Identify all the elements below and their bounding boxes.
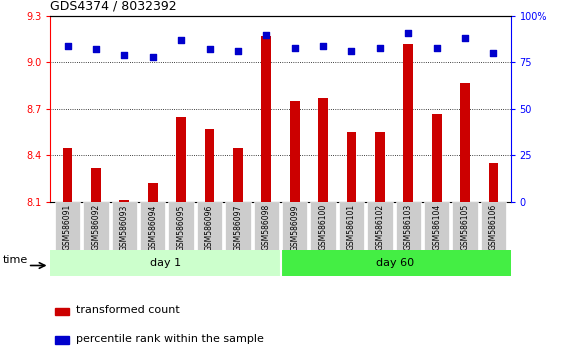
Point — [319, 43, 328, 48]
Text: GSM586095: GSM586095 — [177, 204, 186, 251]
Bar — [176, 116, 186, 202]
Text: GSM586105: GSM586105 — [461, 204, 470, 250]
Point — [432, 45, 441, 50]
Text: GSM586091: GSM586091 — [63, 204, 72, 250]
Text: day 60: day 60 — [376, 258, 415, 268]
Bar — [119, 200, 129, 202]
FancyBboxPatch shape — [310, 202, 336, 250]
Text: GSM586106: GSM586106 — [489, 204, 498, 250]
Text: GSM586093: GSM586093 — [120, 204, 129, 251]
FancyBboxPatch shape — [396, 202, 421, 250]
Text: time: time — [2, 255, 28, 265]
Text: GSM586100: GSM586100 — [319, 204, 328, 250]
Point — [177, 37, 186, 43]
Bar — [233, 148, 243, 202]
Bar — [50, 250, 280, 276]
FancyBboxPatch shape — [225, 202, 251, 250]
FancyBboxPatch shape — [197, 202, 222, 250]
Bar — [318, 98, 328, 202]
FancyBboxPatch shape — [452, 202, 478, 250]
FancyBboxPatch shape — [83, 202, 109, 250]
Bar — [55, 336, 69, 344]
Text: GSM586094: GSM586094 — [148, 204, 157, 251]
Bar — [347, 132, 356, 202]
Text: day 1: day 1 — [150, 258, 181, 268]
Point — [91, 47, 100, 52]
FancyBboxPatch shape — [424, 202, 449, 250]
Text: GSM586102: GSM586102 — [375, 204, 384, 250]
Point — [148, 54, 157, 59]
FancyBboxPatch shape — [112, 202, 137, 250]
Bar — [91, 168, 101, 202]
FancyBboxPatch shape — [339, 202, 364, 250]
Bar — [63, 148, 72, 202]
Point — [120, 52, 129, 58]
Point — [461, 35, 470, 41]
FancyBboxPatch shape — [481, 202, 506, 250]
Text: GSM586099: GSM586099 — [290, 204, 299, 251]
Text: GSM586092: GSM586092 — [91, 204, 100, 250]
Point — [375, 45, 384, 50]
Point — [205, 47, 214, 52]
Bar — [55, 308, 69, 315]
Bar — [289, 101, 300, 202]
Bar — [460, 82, 470, 202]
Point — [63, 43, 72, 48]
FancyBboxPatch shape — [140, 202, 165, 250]
Bar — [280, 250, 511, 276]
Text: GSM586101: GSM586101 — [347, 204, 356, 250]
Bar — [148, 183, 158, 202]
Bar — [375, 132, 385, 202]
FancyBboxPatch shape — [367, 202, 393, 250]
FancyBboxPatch shape — [168, 202, 194, 250]
Bar — [432, 114, 442, 202]
Text: transformed count: transformed count — [76, 305, 180, 315]
Text: GDS4374 / 8032392: GDS4374 / 8032392 — [50, 0, 177, 12]
FancyBboxPatch shape — [282, 202, 307, 250]
Point — [262, 32, 271, 38]
Bar — [205, 129, 214, 202]
Text: percentile rank within the sample: percentile rank within the sample — [76, 334, 264, 344]
Text: GSM586097: GSM586097 — [233, 204, 242, 251]
Text: GSM586096: GSM586096 — [205, 204, 214, 251]
Point — [489, 50, 498, 56]
Point — [233, 48, 242, 54]
Bar — [261, 36, 272, 202]
FancyBboxPatch shape — [254, 202, 279, 250]
Text: GSM586098: GSM586098 — [262, 204, 271, 250]
Bar — [489, 163, 498, 202]
Text: GSM586104: GSM586104 — [432, 204, 441, 250]
Bar — [403, 44, 413, 202]
Point — [347, 48, 356, 54]
Text: GSM586103: GSM586103 — [404, 204, 413, 250]
FancyBboxPatch shape — [55, 202, 80, 250]
Point — [404, 30, 413, 35]
Point — [290, 45, 299, 50]
